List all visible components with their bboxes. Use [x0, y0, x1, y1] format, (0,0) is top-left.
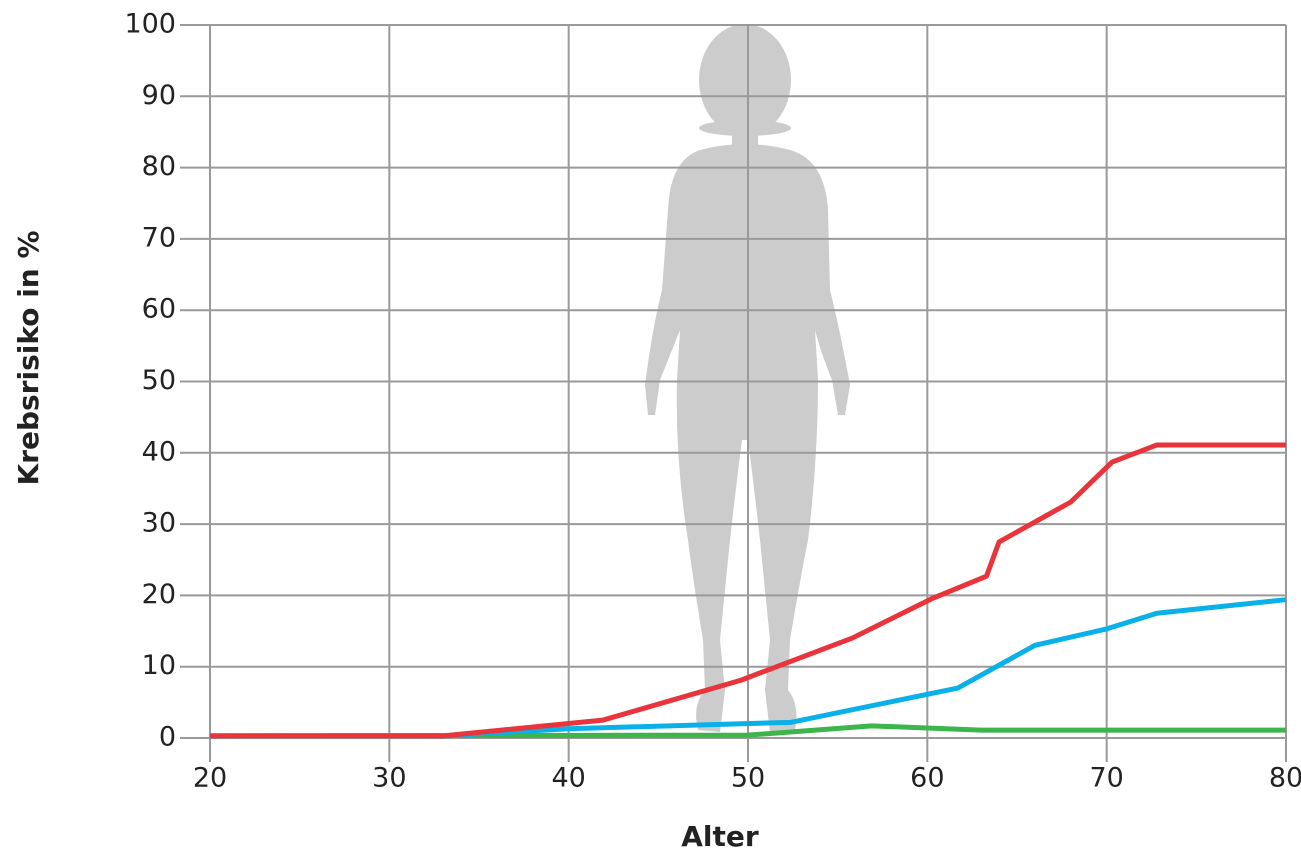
x-tick-label: 60	[910, 763, 944, 794]
y-tick-label: 40	[142, 436, 176, 467]
y-tick-label: 20	[142, 579, 176, 610]
y-tick-label: 10	[142, 650, 176, 681]
y-tick-label: 50	[142, 365, 176, 396]
x-tick-label: 70	[1089, 763, 1123, 794]
y-tick-label: 0	[159, 722, 176, 753]
chart: Alter Krebsrisiko in % 0 10 20 30 40 50 60 70 80…	[0, 0, 1301, 854]
x-tick-label: 30	[372, 763, 406, 794]
y-tick-label: 80	[142, 151, 176, 182]
x-axis-title: Alter	[681, 820, 759, 853]
y-axis-title: Krebsrisiko in %	[12, 230, 45, 485]
y-tick-label: 100	[124, 9, 176, 40]
x-tick-label: 50	[731, 763, 765, 794]
y-tick-label: 70	[142, 222, 176, 253]
x-tick-label: 80	[1269, 763, 1301, 794]
y-tick-label: 30	[142, 508, 176, 539]
y-tick-label: 60	[142, 294, 176, 325]
y-tick-label: 90	[142, 80, 176, 111]
x-tick-label: 40	[551, 763, 585, 794]
x-tick-label: 20	[193, 763, 227, 794]
